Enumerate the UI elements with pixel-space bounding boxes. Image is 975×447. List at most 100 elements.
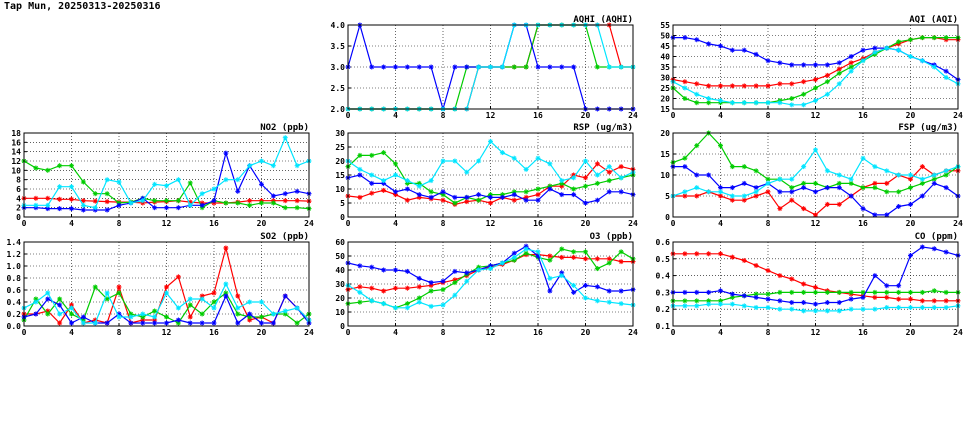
chart-title: O3 (ppb) [590,232,633,242]
data-point [571,249,577,255]
marker-stroke [896,172,901,178]
marker-stroke [535,192,541,197]
marker-stroke [932,298,937,303]
data-point [943,168,949,174]
data-point [547,253,553,259]
marker-stroke [176,198,181,203]
data-point [694,193,700,199]
data-point [777,176,783,182]
marker-stroke [682,298,687,303]
y-tick-label: 12 [11,157,21,166]
y-tick-label: 4.0 [331,21,346,30]
marker-stroke [512,255,517,260]
data-point [464,278,470,284]
data-point [547,186,553,192]
marker-stroke [896,204,901,209]
marker-stroke [896,297,901,302]
data-point [753,168,759,174]
data-point [187,296,193,302]
marker-stroke [45,296,50,302]
marker-stroke [583,200,588,206]
marker-stroke [452,195,457,200]
data-point [175,205,181,211]
marker-stroke [57,311,62,317]
marker-stroke [872,295,877,300]
data-point [235,305,241,311]
data-point [381,187,387,193]
marker-stroke [440,189,446,194]
data-point [801,185,807,191]
y-tick-label: 15 [660,105,670,114]
data-point [464,199,470,205]
data-point [369,298,375,304]
data-point [931,246,937,252]
data-point [187,314,193,320]
y-tick-label: 0.4 [7,298,22,307]
marker-stroke [535,198,541,203]
marker-stroke [524,246,529,252]
plot-frame [672,132,959,218]
data-point [606,189,612,195]
data-point [836,172,842,178]
marker-stroke [547,288,552,294]
marker-stroke [694,290,699,295]
marker-stroke [512,251,517,256]
data-point [452,200,458,206]
green-series [21,158,312,212]
data-point [175,177,181,183]
marker-stroke [464,64,469,70]
marker-stroke [777,298,782,303]
data-point [908,54,913,59]
data-point [270,320,276,326]
data-point [547,64,553,70]
data-point [282,308,288,314]
marker-stroke [223,293,228,299]
marker-stroke [93,205,98,210]
marker-stroke [200,311,205,317]
marker-stroke [176,305,181,311]
marker-stroke [271,193,276,199]
data-point [765,268,771,274]
marker-stroke [682,79,687,84]
marker-stroke [247,311,252,317]
data-point [452,158,458,164]
marker-stroke [754,291,759,297]
y-tick-label: 2.5 [331,84,346,93]
x-tick-label: 8 [117,328,122,337]
y-tick-label: 45 [660,42,670,51]
marker-stroke [116,203,122,208]
x-tick-label: 24 [953,219,963,228]
marker-stroke [706,298,711,303]
co-chart: CO (ppm) 0 4 8 12 16 20 24 0.1 0.2 0.3 0.4 0.5 0.6 [656,232,963,337]
data-point [535,155,541,161]
data-point [789,306,795,312]
data-point [80,314,86,320]
marker-stroke [825,308,830,313]
marker-stroke [860,307,866,312]
data-point [718,98,723,104]
marker-stroke [93,191,98,196]
marker-stroke [825,202,830,207]
marker-stroke [571,192,576,197]
marker-stroke [223,200,228,206]
data-point [199,202,205,208]
marker-stroke [837,66,842,72]
data-point [476,192,482,198]
data-point [164,320,169,326]
marker-stroke [559,246,564,252]
data-point [729,294,735,300]
marker-stroke [813,302,818,307]
marker-stroke [825,168,830,173]
marker-stroke [765,58,771,63]
marker-stroke [607,300,612,305]
data-point [523,64,529,70]
blue-series [21,293,312,326]
marker-stroke [619,64,624,70]
data-point [718,189,723,195]
x-tick-label: 4 [69,219,74,228]
marker-stroke [535,64,541,70]
data-point [836,308,842,314]
marker-stroke [944,172,949,178]
marker-stroke [524,189,529,194]
marker-stroke [116,314,122,320]
